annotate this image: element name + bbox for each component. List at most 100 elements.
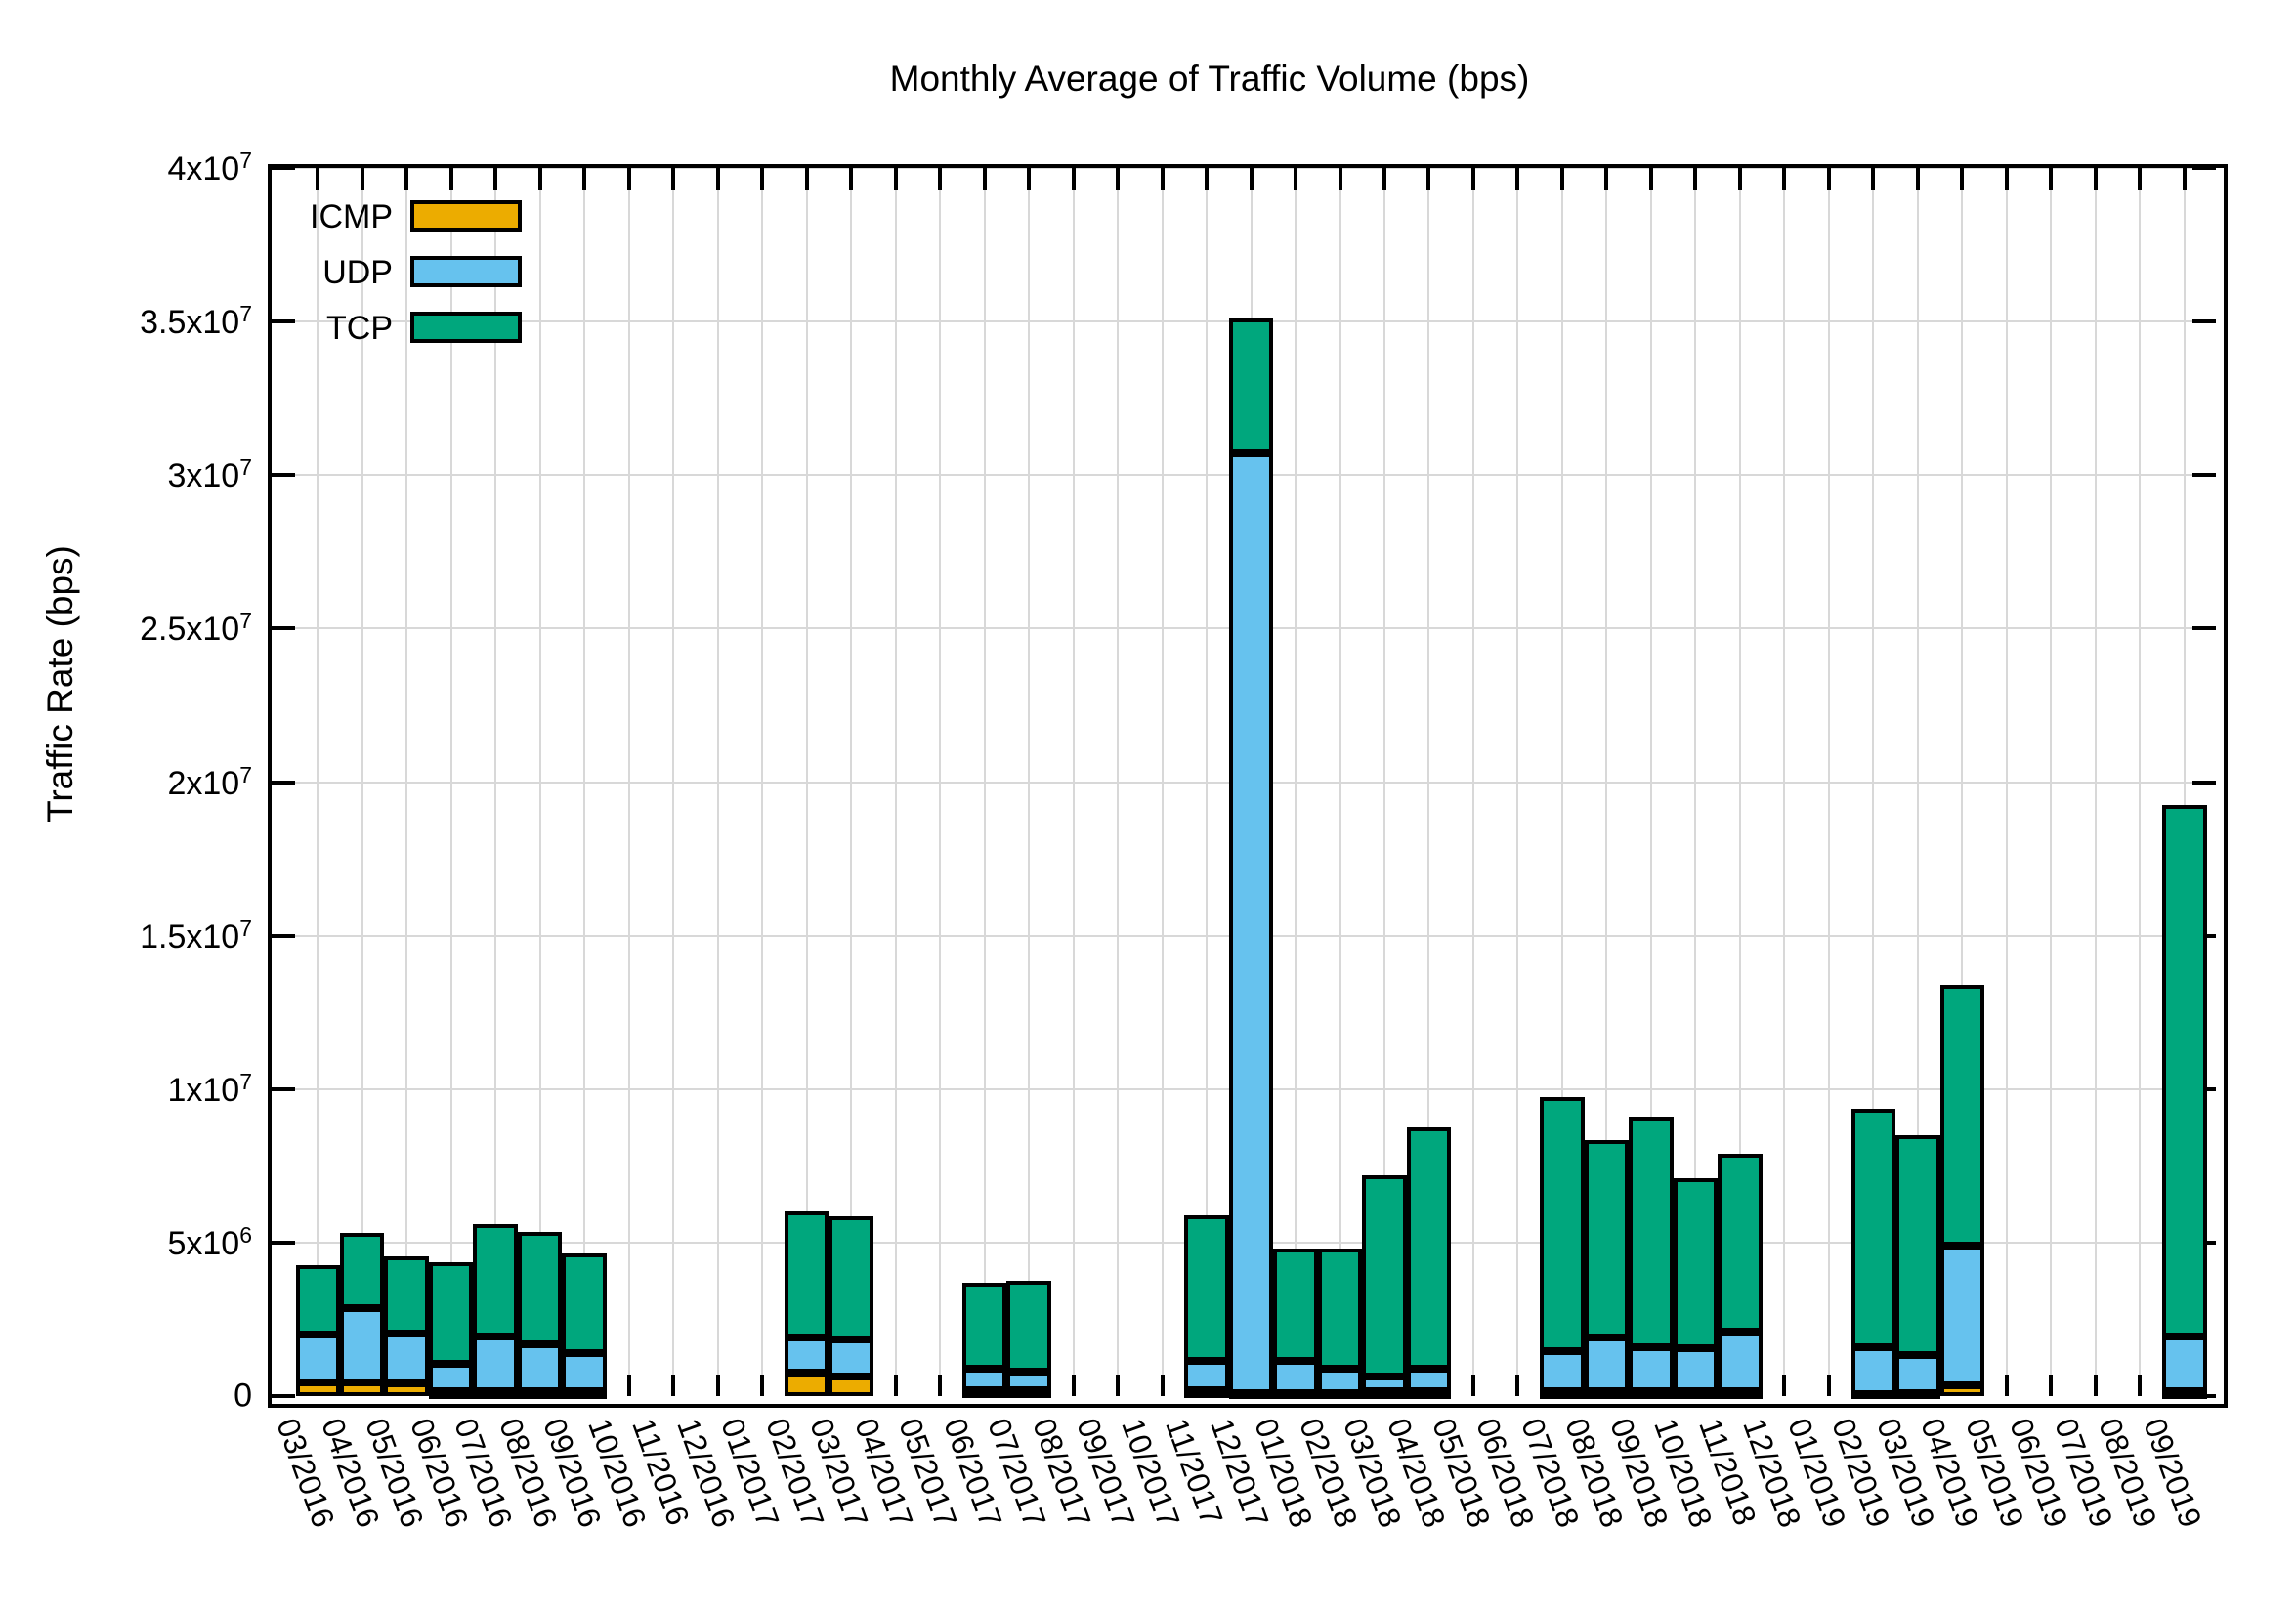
bar-segment-tcp — [1895, 1134, 1940, 1355]
y-tick-left — [272, 166, 295, 170]
y-tick-left — [272, 780, 295, 785]
y-tick-left — [272, 933, 295, 938]
bar-segment-icmp — [1939, 1385, 1985, 1396]
chart-title: Monthly Average of Traffic Volume (bps) — [889, 59, 1530, 99]
x-tick-bottom — [1071, 1375, 1076, 1396]
x-tick-top — [938, 168, 943, 190]
bar-segment-icmp — [2162, 1391, 2207, 1399]
bar-segment-tcp — [1939, 984, 1985, 1246]
legend-row-tcp: TCP — [0, 312, 2296, 345]
x-tick-top — [715, 168, 720, 190]
bar-segment-icmp — [1673, 1391, 1719, 1399]
y-tick-right — [2192, 319, 2216, 324]
y-tick-left — [272, 1394, 295, 1398]
x-tick-top — [582, 168, 587, 190]
legend-label: ICMP — [310, 198, 393, 235]
x-tick-top — [537, 168, 542, 190]
bar-segment-tcp — [1317, 1249, 1363, 1369]
bar-segment-icmp — [1317, 1391, 1363, 1399]
x-tick-top — [1294, 168, 1298, 190]
x-tick-top — [404, 168, 409, 190]
bar-segment-udp — [428, 1364, 474, 1392]
x-tick-top — [1693, 168, 1698, 190]
bar-segment-tcp — [1540, 1096, 1585, 1352]
bar-segment-icmp — [1406, 1391, 1452, 1399]
x-tick-bottom — [671, 1375, 676, 1396]
bar-segment-tcp — [428, 1262, 474, 1364]
x-tick-top — [1915, 168, 1920, 190]
y-tick-right — [2192, 473, 2216, 478]
bar-segment-tcp — [1273, 1249, 1318, 1361]
x-tick-bottom — [1515, 1375, 1520, 1396]
bar-segment-icmp — [1362, 1391, 1407, 1399]
x-tick-top — [1338, 168, 1342, 190]
x-tick-top — [626, 168, 631, 190]
bar-segment-tcp — [1584, 1139, 1630, 1338]
x-tick-top — [982, 168, 987, 190]
x-tick-bottom — [715, 1375, 720, 1396]
x-tick-top — [2182, 168, 2187, 190]
x-tick-top — [2049, 168, 2054, 190]
bar-segment-udp — [295, 1335, 340, 1382]
y-tick-label: 2.5x107 — [140, 608, 252, 649]
bar-segment-tcp — [384, 1256, 429, 1334]
x-tick-top — [1648, 168, 1653, 190]
y-tick-label: 3x107 — [167, 454, 252, 495]
x-tick-bottom — [1160, 1375, 1165, 1396]
x-tick-top — [1737, 168, 1742, 190]
y-tick-left — [272, 626, 295, 631]
x-tick-top — [1426, 168, 1431, 190]
x-tick-top — [1071, 168, 1076, 190]
bar-segment-tcp — [517, 1231, 563, 1344]
bar-segment-icmp — [1184, 1389, 1229, 1398]
x-tick-top — [893, 168, 898, 190]
bar-segment-udp — [1673, 1348, 1719, 1392]
x-tick-top — [1515, 168, 1520, 190]
y-tick-label: 1x107 — [167, 1068, 252, 1109]
bar-segment-tcp — [961, 1282, 1007, 1369]
x-tick-top — [316, 168, 320, 190]
x-tick-bottom — [1782, 1375, 1787, 1396]
x-tick-top — [1160, 168, 1165, 190]
bar-segment-udp — [829, 1338, 873, 1377]
x-tick-top — [1382, 168, 1386, 190]
bar-segment-udp — [339, 1308, 385, 1382]
bar-segment-icmp — [428, 1391, 474, 1399]
x-tick-bottom — [893, 1375, 898, 1396]
bar-segment-icmp — [1584, 1391, 1630, 1399]
legend-row-udp: UDP — [0, 256, 2296, 289]
bar-segment-udp — [517, 1343, 563, 1392]
x-tick-top — [1604, 168, 1609, 190]
y-tick-label: 2x107 — [167, 761, 252, 802]
x-tick-top — [1871, 168, 1876, 190]
x-tick-bottom — [2004, 1375, 2009, 1396]
x-tick-top — [760, 168, 765, 190]
x-tick-top — [1205, 168, 1210, 190]
x-tick-bottom — [938, 1375, 943, 1396]
x-tick-bottom — [626, 1375, 631, 1396]
bar-segment-udp — [473, 1336, 518, 1392]
x-tick-top — [2004, 168, 2009, 190]
y-tick-label: 3.5x107 — [140, 300, 252, 342]
bar-segment-tcp — [1718, 1153, 1763, 1332]
bar-segment-tcp — [829, 1216, 873, 1339]
bar-segment-tcp — [1228, 318, 1274, 454]
bar-segment-tcp — [784, 1211, 829, 1338]
bar-segment-tcp — [1406, 1127, 1452, 1369]
x-tick-top — [1559, 168, 1564, 190]
bar-segment-tcp — [295, 1265, 340, 1336]
bar-segment-udp — [1362, 1376, 1407, 1392]
bar-segment-icmp — [1540, 1391, 1585, 1399]
legend-label: TCP — [326, 310, 393, 347]
legend-swatch-tcp — [410, 312, 522, 343]
x-tick-top — [1960, 168, 1965, 190]
bar-segment-tcp — [562, 1252, 607, 1353]
y-tick-right — [2192, 166, 2216, 170]
x-tick-bottom — [2138, 1375, 2143, 1396]
y-tick-left — [272, 473, 295, 478]
bar-segment-tcp — [1184, 1214, 1229, 1361]
y-tick-right — [2192, 626, 2216, 631]
bar-segment-icmp — [1273, 1391, 1318, 1399]
bar-segment-icmp — [339, 1381, 385, 1396]
